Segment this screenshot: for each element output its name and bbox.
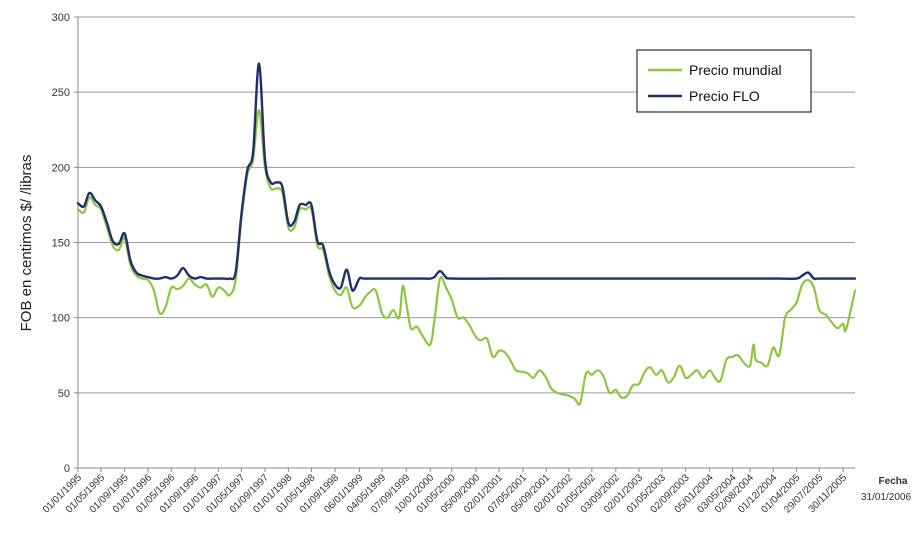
y-tick-label: 0 [64, 463, 70, 475]
x-axis-end-date: 31/01/2006 [861, 492, 911, 503]
series-line-precio-mundial [76, 109, 857, 406]
y-tick-labels: 0 50 100 150 200 250 300 [52, 12, 70, 475]
x-axis-title: Fecha [879, 476, 908, 487]
y-tick-label: 150 [52, 238, 70, 250]
y-tick-label: 200 [52, 162, 70, 174]
y-tick-label: 300 [52, 12, 70, 24]
legend: Precio mundial Precio FLO [636, 49, 812, 113]
legend-box [636, 49, 812, 113]
y-tick-label: 50 [58, 388, 70, 400]
legend-label-precio-mundial: Precio mundial [689, 62, 782, 78]
axes [77, 17, 855, 469]
series-lines [76, 62, 857, 406]
series-line-precio-flo [76, 62, 857, 292]
y-axis-title: FOB en centimos $/ /libras [18, 155, 35, 332]
x-tick-labels: 01/01/199501/05/199501/09/199501/01/1996… [41, 472, 850, 515]
legend-label-precio-flo: Precio FLO [689, 88, 760, 104]
y-tick-label: 250 [52, 87, 70, 99]
y-tick-label: 100 [52, 313, 70, 325]
